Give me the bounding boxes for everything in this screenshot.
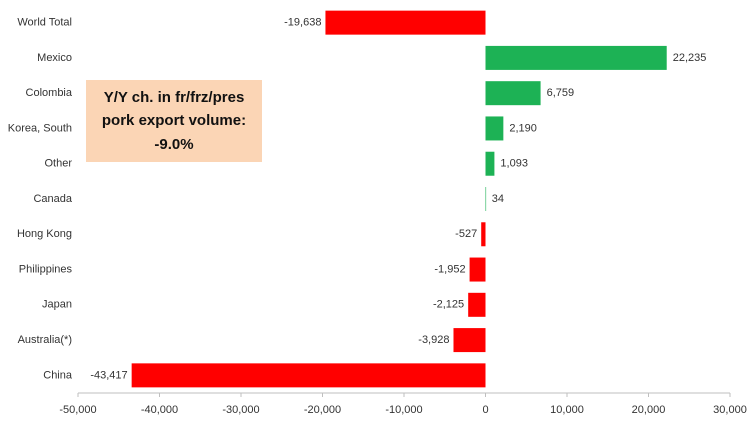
x-tick-label: -50,000	[59, 404, 96, 416]
data-label: 2,190	[509, 122, 537, 134]
data-label: -1,952	[434, 263, 465, 275]
data-label: -3,928	[418, 334, 449, 346]
y-tick-label: Canada	[33, 193, 72, 205]
data-label: -43,417	[90, 369, 127, 381]
data-label: 22,235	[673, 52, 707, 64]
bar	[485, 81, 541, 106]
x-tick-label: 10,000	[550, 404, 584, 416]
y-tick-label: China	[43, 369, 73, 381]
y-tick-label: Colombia	[26, 87, 73, 99]
bar	[325, 10, 486, 35]
y-tick-label: World Total	[17, 17, 72, 29]
y-tick-label: Other	[44, 158, 72, 170]
x-tick-label: 30,000	[713, 404, 747, 416]
annotation: Y/Y ch. in fr/frz/pres	[104, 89, 245, 106]
data-label: -2,125	[433, 299, 464, 311]
data-label: -19,638	[284, 17, 321, 29]
bar	[469, 257, 486, 282]
bar	[485, 116, 504, 141]
annotation-box	[86, 80, 262, 162]
bar	[485, 187, 487, 211]
data-label: 1,093	[500, 158, 528, 170]
x-tick-label: 20,000	[632, 404, 666, 416]
x-tick-label: -20,000	[304, 404, 341, 416]
bar	[485, 45, 667, 70]
bar	[468, 292, 486, 317]
x-tick-label: -40,000	[141, 404, 178, 416]
data-label: 6,759	[547, 87, 575, 99]
x-tick-label: 0	[482, 404, 488, 416]
annotation: -9.0%	[154, 136, 193, 153]
x-tick-label: -10,000	[385, 404, 422, 416]
y-tick-label: Mexico	[37, 52, 72, 64]
annotation: pork export volume:	[102, 112, 246, 129]
y-tick-label: Korea, South	[8, 122, 72, 134]
y-tick-label: Australia(*)	[18, 334, 72, 346]
bar	[453, 328, 486, 353]
bar	[485, 151, 495, 176]
y-tick-label: Japan	[42, 299, 72, 311]
bar	[481, 222, 486, 247]
data-label: 34	[492, 193, 504, 205]
y-tick-label: Hong Kong	[17, 228, 72, 240]
y-tick-label: Philippines	[19, 263, 73, 275]
data-label: -527	[455, 228, 477, 240]
x-tick-label: -30,000	[222, 404, 259, 416]
bar	[131, 363, 486, 388]
